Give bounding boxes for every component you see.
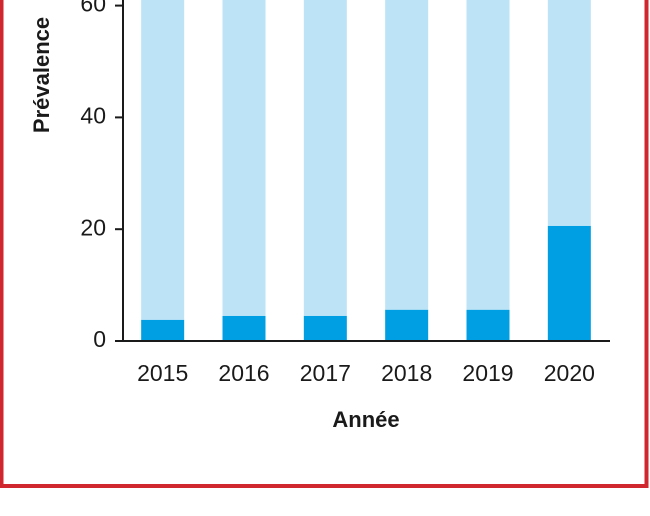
bars	[141, 0, 591, 341]
x-tick-label: 2015	[137, 360, 188, 386]
bar-segment	[141, 0, 185, 320]
x-tick-label: 2018	[381, 360, 432, 386]
y-tick-label: 20	[80, 214, 106, 240]
bar-segment	[303, 0, 347, 316]
bar-segment	[385, 309, 429, 341]
bar-segment	[222, 315, 266, 341]
x-tick-label: 2020	[544, 360, 595, 386]
y-tick-label: 0	[93, 326, 106, 352]
bar-segment	[222, 0, 266, 316]
x-axis-label: Année	[332, 407, 399, 432]
x-tick-label: 2016	[218, 360, 269, 386]
bar-segment	[466, 0, 510, 310]
y-tick-label: 60	[80, 0, 106, 17]
bar-segment	[466, 309, 510, 341]
y-axis-label: Prévalence	[29, 17, 54, 133]
bar-segment	[385, 0, 429, 310]
bar-segment	[547, 225, 591, 341]
y-tick-label: 40	[80, 102, 106, 128]
x-tick-label: 2019	[462, 360, 513, 386]
bar-segment	[141, 319, 185, 341]
x-tick-label: 2017	[300, 360, 351, 386]
frame	[0, 0, 649, 488]
bar-segment	[547, 0, 591, 226]
bar-segment	[303, 315, 347, 341]
